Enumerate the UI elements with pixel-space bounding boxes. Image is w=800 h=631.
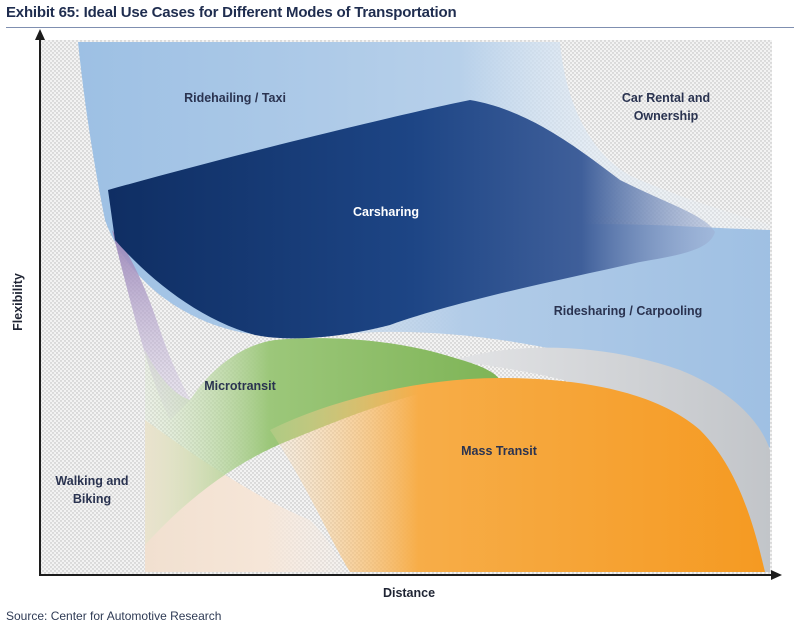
label-mass-transit: Mass Transit (461, 444, 538, 458)
label-carsharing: Carsharing (353, 205, 419, 219)
purple-overlap-region (112, 230, 190, 420)
label-car-rental-line2: Ownership (634, 109, 699, 123)
y-axis-arrow (35, 29, 45, 40)
x-axis-label: Distance (383, 586, 435, 600)
mass-transit-region (270, 378, 765, 572)
gray-band-region (455, 347, 770, 572)
label-walking-line2: Biking (73, 492, 111, 506)
title-divider (6, 27, 794, 28)
carsharing-region (108, 100, 715, 339)
source-note: Source: Center for Automotive Research (6, 609, 222, 623)
x-axis-arrow (771, 570, 782, 580)
ridehailing-region (78, 42, 770, 450)
y-axis-label: Flexibility (11, 273, 25, 331)
label-walking-line1: Walking and (55, 474, 128, 488)
label-ridehailing: Ridehailing / Taxi (184, 91, 286, 105)
label-ridesharing: Ridesharing / Carpooling (554, 304, 703, 318)
label-car-rental-line1: Car Rental and (622, 91, 710, 105)
exhibit-title: Exhibit 65: Ideal Use Cases for Differen… (6, 4, 457, 21)
label-microtransit: Microtransit (204, 379, 276, 393)
